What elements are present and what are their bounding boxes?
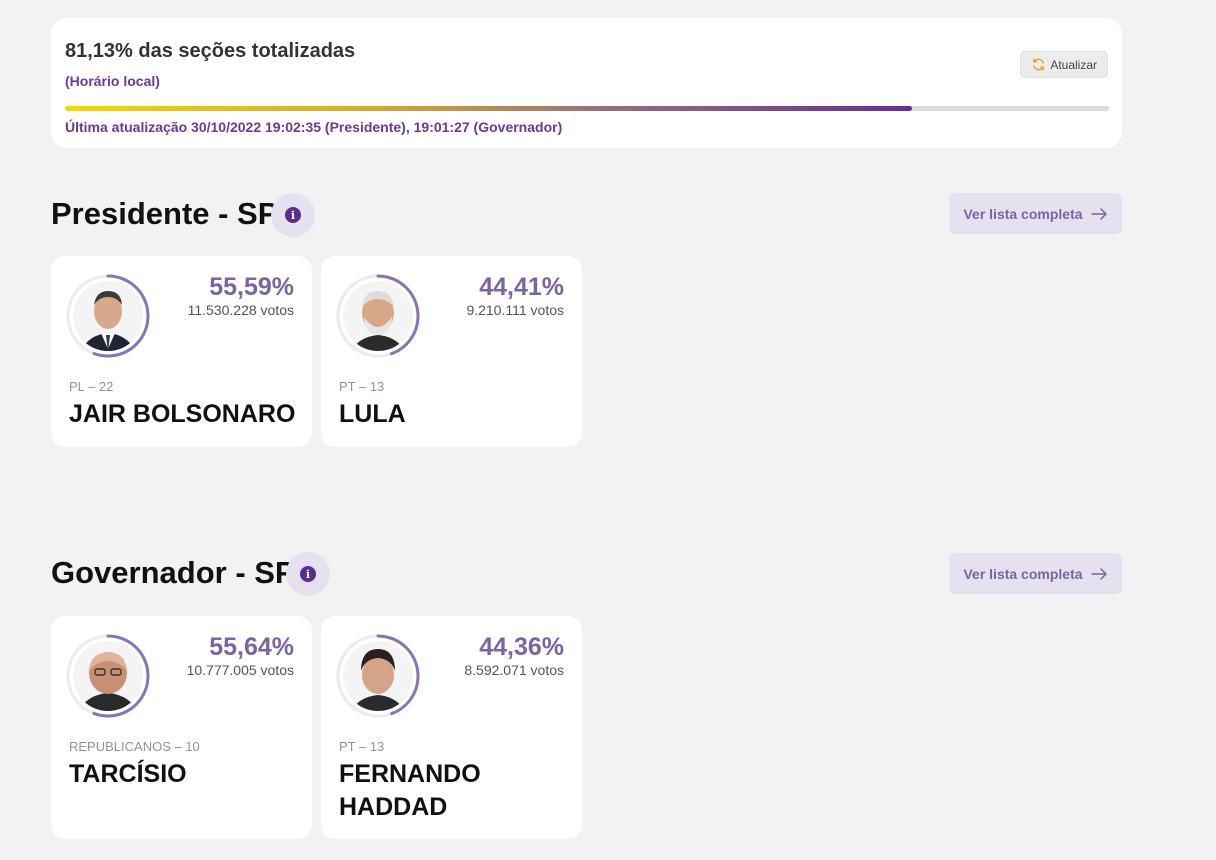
vote-count: 9.210.111 votos: [466, 302, 564, 318]
candidate-avatar: [335, 633, 421, 719]
refresh-button[interactable]: Atualizar: [1020, 51, 1108, 78]
sections-counted-text: 81,13% das seções totalizadas: [65, 40, 356, 62]
section-title-governador: Governador - SP: [51, 555, 296, 590]
party-number: PT – 13: [339, 379, 385, 394]
refresh-label: Atualizar: [1050, 57, 1097, 72]
candidate-photo-white-hair: [343, 281, 413, 351]
candidate-name: TARCÍSIO: [69, 760, 187, 788]
candidate-card[interactable]: 44,36% 8.592.071 votos PT – 13 FERNANDO …: [321, 616, 582, 839]
candidate-name: LULA: [339, 400, 406, 428]
party-number: PT – 13: [339, 739, 385, 754]
full-list-label: Ver lista completa: [963, 565, 1083, 582]
info-icon: i: [300, 566, 316, 582]
full-list-label: Ver lista completa: [963, 205, 1083, 222]
vote-count: 8.592.071 votos: [464, 662, 564, 678]
vote-count: 10.777.005 votos: [186, 662, 294, 678]
candidate-avatar: [335, 273, 421, 359]
party-number: REPUBLICANOS – 10: [69, 739, 200, 754]
candidate-card[interactable]: 55,59% 11.530.228 votos PL – 22 JAIR BOL…: [51, 256, 312, 447]
section-title-presidente: Presidente - SP: [51, 196, 279, 231]
vote-percentage: 55,64%: [209, 633, 294, 661]
arrow-right-icon: [1090, 567, 1107, 580]
info-button-governador[interactable]: i: [286, 552, 330, 596]
full-list-button-governador[interactable]: Ver lista completa: [949, 553, 1122, 594]
local-time-label: (Horário local): [65, 73, 160, 89]
candidate-avatar: [65, 273, 151, 359]
candidate-card[interactable]: 44,41% 9.210.111 votos PT – 13 LULA: [321, 256, 582, 447]
candidate-avatar: [65, 633, 151, 719]
candidate-photo-dark-hair: [343, 641, 413, 711]
last-update-text: Última atualização 30/10/2022 19:02:35 (…: [65, 119, 563, 135]
info-icon: i: [285, 207, 301, 223]
vote-percentage: 44,36%: [479, 633, 564, 661]
info-button-presidente[interactable]: i: [271, 193, 315, 237]
vote-percentage: 55,59%: [209, 273, 294, 301]
candidate-photo-bald: [73, 641, 143, 711]
vote-percentage: 44,41%: [479, 273, 564, 301]
progress-bar: [65, 106, 1109, 111]
candidate-card[interactable]: 55,64% 10.777.005 votos REPUBLICANOS – 1…: [51, 616, 312, 839]
refresh-icon: [1033, 58, 1045, 71]
candidate-name: FERNANDO HADDAD: [339, 760, 481, 821]
arrow-right-icon: [1090, 207, 1107, 220]
totalization-status-card: 81,13% das seções totalizadas (Horário l…: [51, 18, 1122, 148]
candidate-photo-suit: [73, 281, 143, 351]
candidate-name: JAIR BOLSONARO: [69, 400, 296, 428]
party-number: PL – 22: [69, 379, 114, 394]
vote-count: 11.530.228 votos: [187, 302, 294, 318]
full-list-button-presidente[interactable]: Ver lista completa: [949, 193, 1122, 234]
progress-bar-fill: [65, 106, 912, 111]
